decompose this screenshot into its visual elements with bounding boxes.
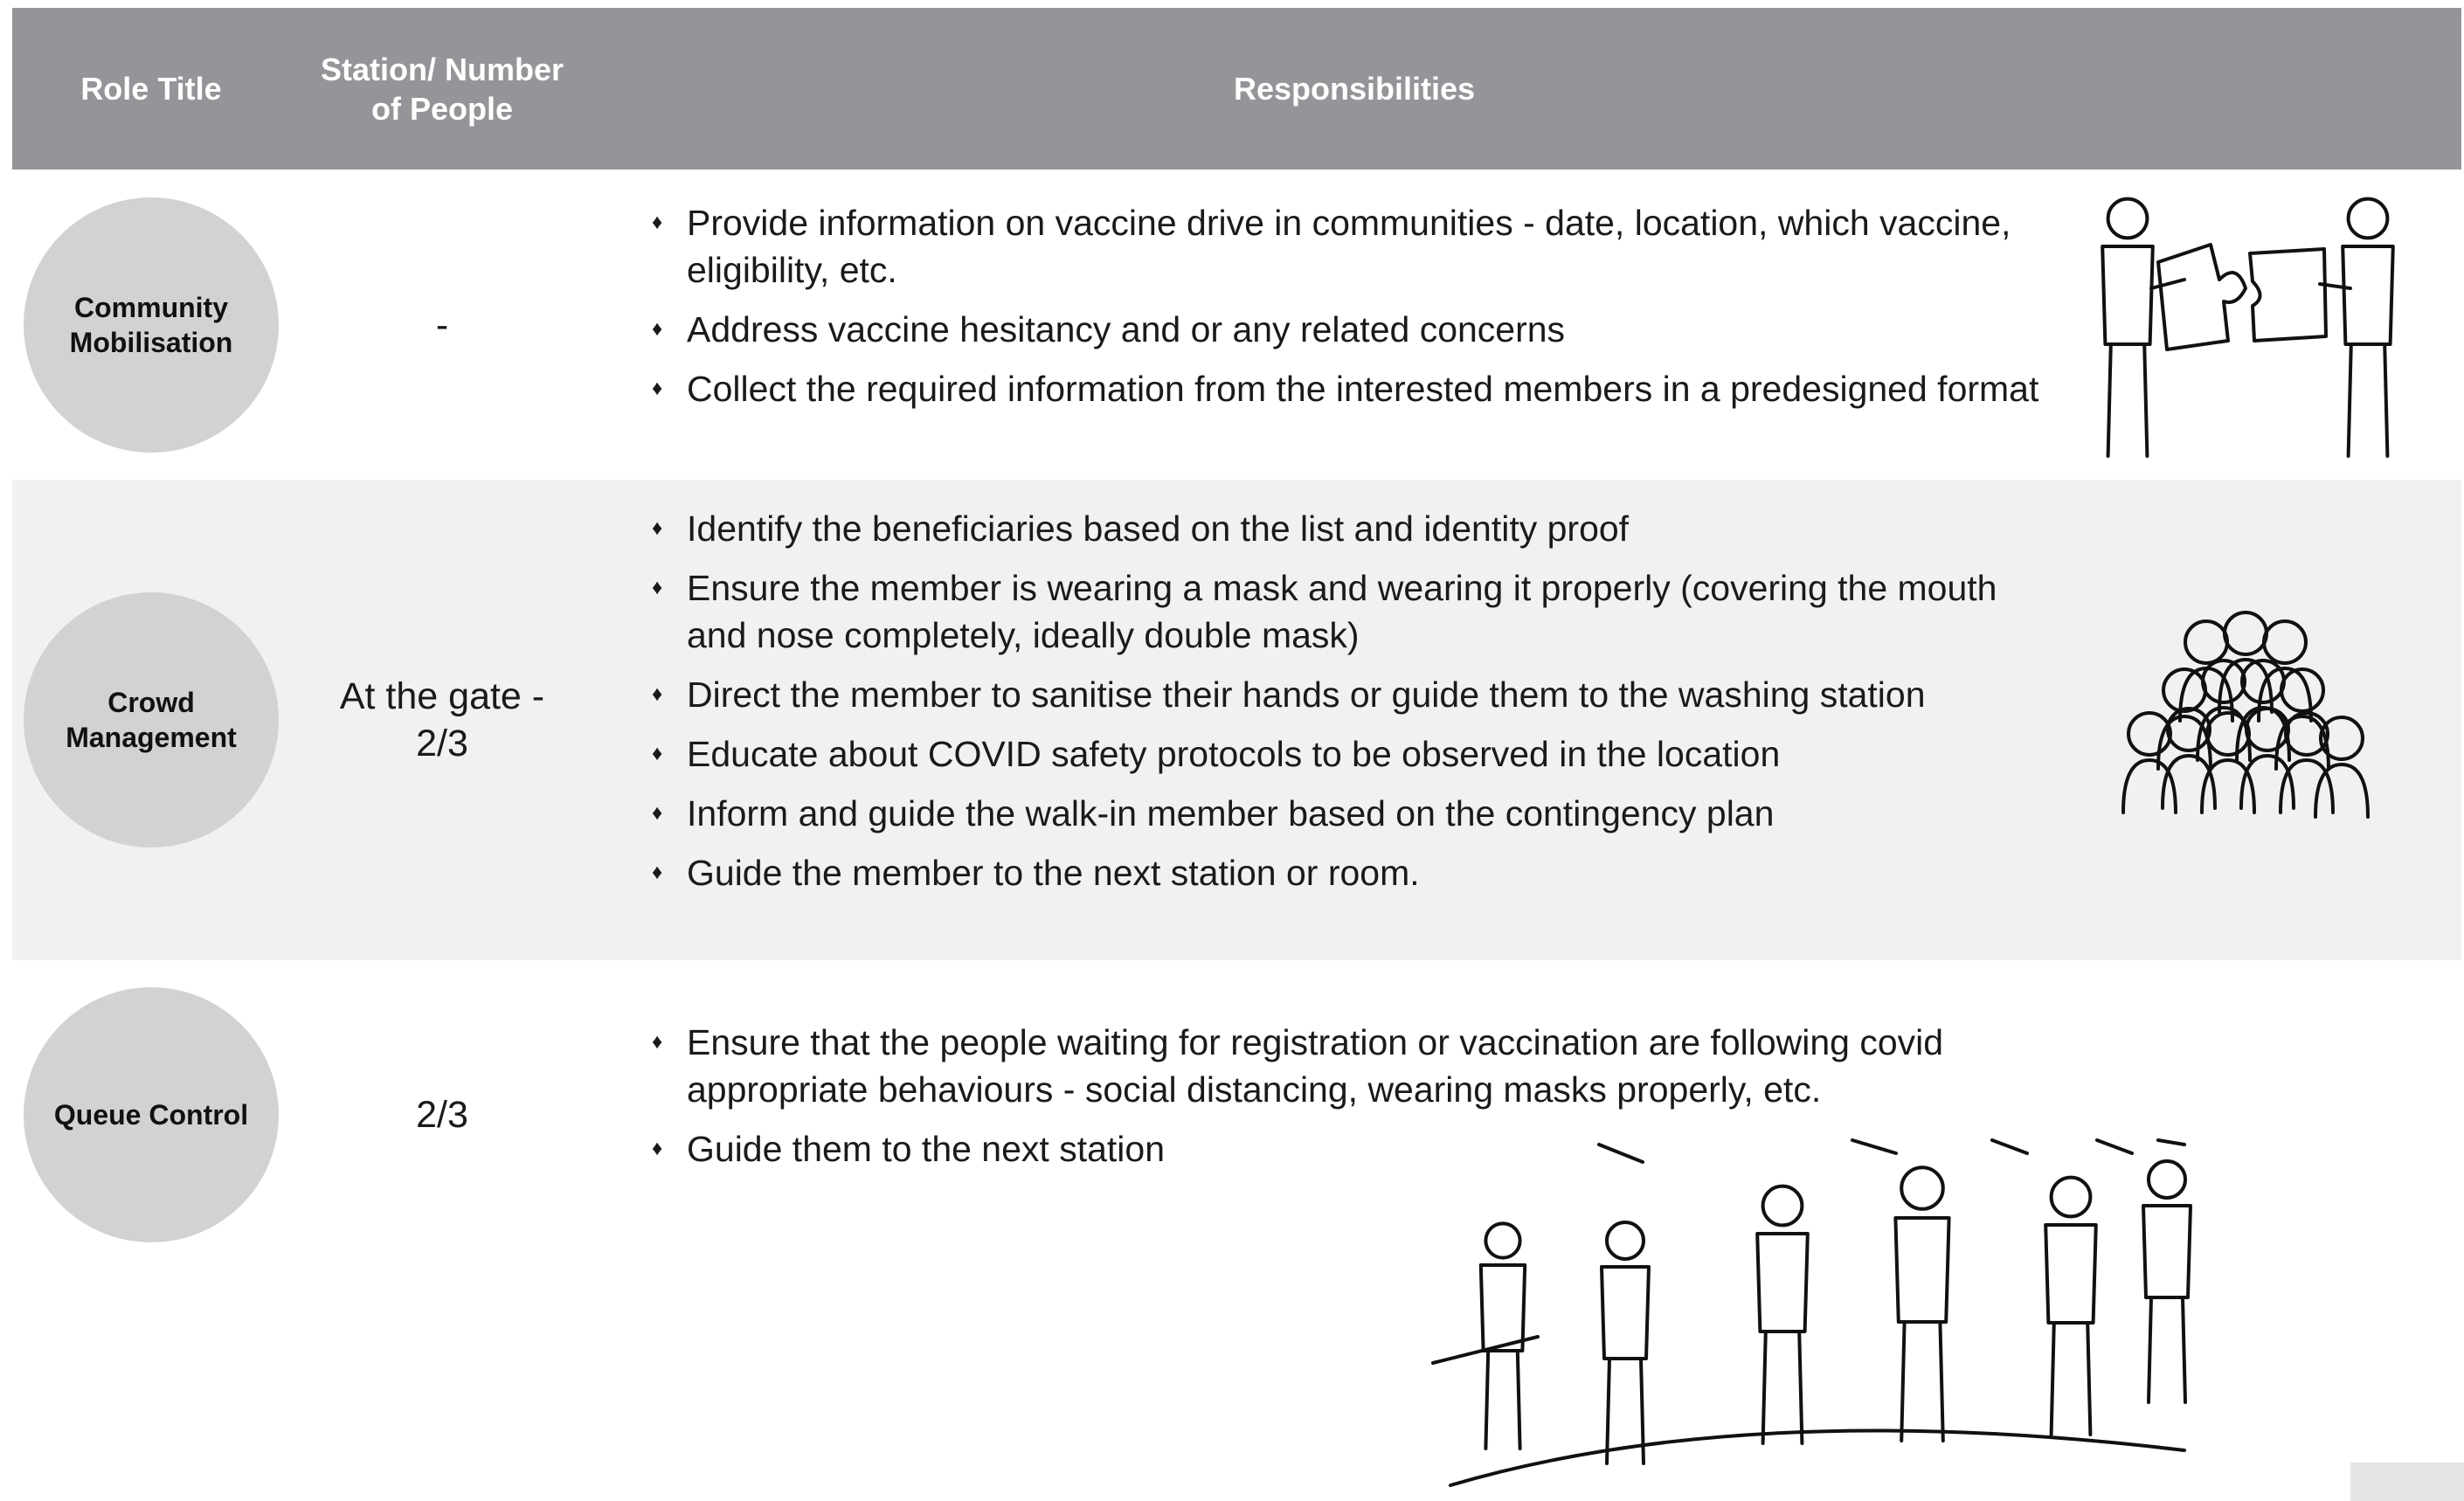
sketch-stroke xyxy=(1605,1221,1645,1261)
sketch-stroke xyxy=(2319,716,2364,761)
responsibility: Identify the beneficiaries based on the … xyxy=(652,505,2050,552)
sketch-stroke xyxy=(2101,245,2155,458)
sketch-stroke xyxy=(1478,1263,1527,1450)
responsibility: Collect the required information from th… xyxy=(652,365,2050,412)
sketch-stroke xyxy=(2121,758,2177,814)
responsibilities: Ensure that the people waiting for regis… xyxy=(652,1019,2050,1185)
role-title: Crowd Management xyxy=(24,592,279,847)
sketch-stroke xyxy=(2262,619,2308,665)
responsibility: Provide information on vaccine drive in … xyxy=(652,199,2050,294)
header-cell: Station/ Number of People xyxy=(320,51,564,127)
sketch-stroke xyxy=(2239,754,2295,810)
responsibility: Guide them to the next station xyxy=(652,1125,2050,1172)
sketch-stroke xyxy=(2248,247,2328,342)
sketch-stroke xyxy=(2161,754,2217,810)
sketch-stroke xyxy=(2205,711,2251,757)
sketch-stroke xyxy=(1484,1221,1522,1260)
sketch-stroke xyxy=(2346,197,2390,240)
sketch-stroke xyxy=(2142,1204,2192,1404)
responsibility: Guide the member to the next station or … xyxy=(652,849,2050,896)
sketch-stroke xyxy=(2049,1175,2093,1219)
sketch-stroke xyxy=(1755,1232,1810,1445)
responsibility: Address vaccine hesitancy and or any rel… xyxy=(652,306,2050,353)
responsibility: Inform and guide the walk-in member base… xyxy=(652,790,2050,837)
sketch-stroke xyxy=(2280,667,2325,713)
sketch-stroke xyxy=(2218,658,2274,714)
station-text: - xyxy=(435,304,449,346)
station: 2/3 xyxy=(311,1068,573,1162)
header-cell: Responsibilities xyxy=(1233,71,1476,107)
sketch-stroke xyxy=(2106,197,2149,240)
sketch-stroke xyxy=(1600,1265,1651,1465)
responsibility: Ensure that the people waiting for regis… xyxy=(652,1019,2050,1113)
sketch-stroke xyxy=(2201,659,2246,704)
sketch-stroke xyxy=(2184,619,2229,665)
sketch-stroke xyxy=(2127,711,2172,757)
corner-block xyxy=(2350,1463,2464,1501)
sketch-stroke xyxy=(2341,245,2395,458)
sketch-stroke xyxy=(2149,278,2352,290)
sketch-stroke xyxy=(2314,763,2370,819)
sketch-stroke xyxy=(1431,1335,2186,1487)
station: At the gate - 2/3 xyxy=(311,673,573,767)
sketch-stroke xyxy=(2257,667,2313,723)
sketch-stroke xyxy=(2156,243,2247,351)
sketch-stroke xyxy=(2044,1223,2098,1436)
sketch-stroke xyxy=(2279,758,2335,814)
responsibilities: Identify the beneficiaries based on the … xyxy=(652,505,2050,909)
table-header: Role Title Station/ Number of People Res… xyxy=(12,8,2461,169)
responsibility: Educate about COVID safety protocols to … xyxy=(652,730,2050,778)
sketch-stroke xyxy=(2245,707,2290,752)
responsibilities: Provide information on vaccine drive in … xyxy=(652,199,2050,425)
sketch-stroke xyxy=(2200,758,2256,814)
sketch-stroke xyxy=(2284,711,2329,757)
sketch-stroke xyxy=(2147,1159,2187,1200)
header-cell: Role Title xyxy=(80,71,222,107)
sketch-stroke xyxy=(1893,1216,1951,1442)
station: - xyxy=(311,278,573,372)
responsibility: Direct the member to sanitise their hand… xyxy=(652,671,2050,718)
role-title: Queue Control xyxy=(24,987,279,1242)
station-text: At the gate - 2/3 xyxy=(339,675,545,764)
responsibility: Ensure the member is wearing a mask and … xyxy=(652,564,2050,659)
sketch-stroke xyxy=(2166,707,2211,752)
role-title: Community Mobilisation xyxy=(24,197,279,453)
sketch-stroke xyxy=(2223,611,2268,656)
sketch-stroke xyxy=(1761,1184,1804,1228)
station-text: 2/3 xyxy=(416,1094,468,1136)
